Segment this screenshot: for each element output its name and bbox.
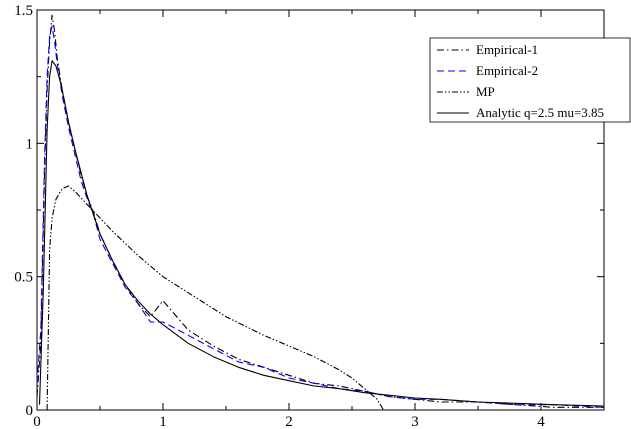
y-tick-label: 0.5 [14,270,33,286]
legend-label: Empirical-2 [476,63,538,78]
legend-label: Empirical-1 [476,42,538,57]
y-tick-label: 1.5 [14,3,33,19]
series-line-empirical-2 [36,25,605,408]
series-line-mp [46,185,384,411]
x-tick-label: 0 [33,414,41,429]
x-tick-label: 2 [285,414,293,429]
y-tick-label: 1 [26,136,34,152]
legend-label: MP [476,84,495,99]
series-layer [36,14,605,411]
x-tick-label: 1 [159,414,167,429]
x-tick-label: 4 [537,414,545,429]
series-line-empirical-1 [36,14,604,408]
legend-label: Analytic q=2.5 mu=3.85 [476,105,604,120]
series-line-analytic-q-2-5-mu-3-85 [38,60,605,407]
y-tick-label: 0 [26,403,34,419]
legend-box [429,37,631,123]
legend: Empirical-1 Empirical-2 MP Analytic q=2.5 m… [429,37,631,123]
x-tick-label: 3 [411,414,419,429]
axis-ticks: 0 1 2 3 4 0 0.5 1 1.5 [14,3,604,429]
